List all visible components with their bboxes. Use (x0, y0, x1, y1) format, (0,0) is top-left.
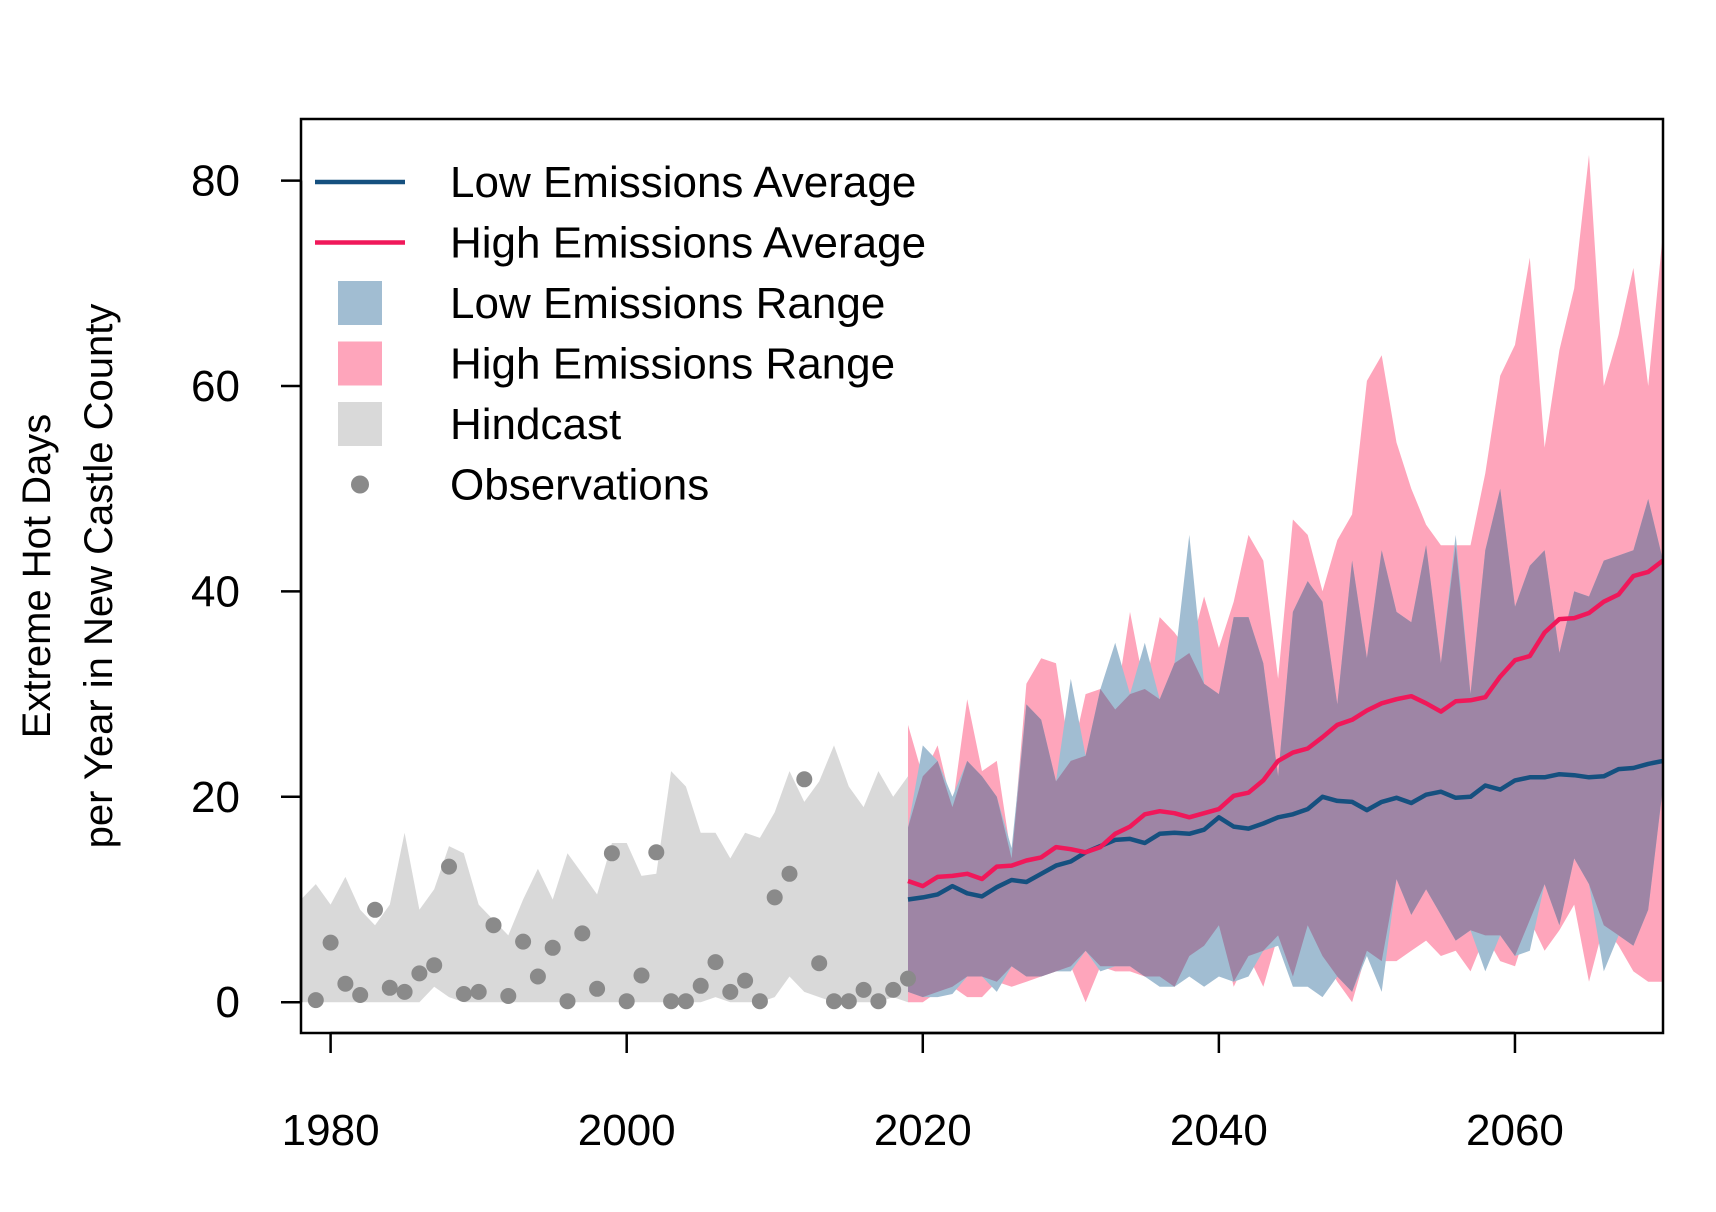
legend-key-swatch (338, 281, 382, 325)
observation-point (441, 858, 457, 875)
legend-key-swatch (338, 341, 382, 386)
legend-label: Low Emissions Range (450, 279, 885, 328)
observation-point (307, 992, 324, 1009)
y-tick-label: 0 (216, 978, 240, 1027)
observation-point (737, 972, 754, 989)
observation-point (781, 865, 798, 882)
observation-point (766, 889, 783, 906)
y-axis: 0 20 40 60 80 (191, 157, 303, 1027)
plot-areas (301, 154, 1663, 1003)
observation-point (870, 993, 887, 1010)
legend-label: High Emissions Range (450, 340, 895, 389)
average-lines (907, 558, 1663, 902)
observation-point (352, 987, 369, 1003)
observation-point (515, 933, 532, 950)
x-axis: 1980 2000 2020 2040 2060 (282, 1031, 1564, 1155)
observation-point (367, 901, 383, 918)
observation-point (381, 979, 398, 996)
observation-point (426, 957, 443, 974)
observation-point (796, 771, 813, 788)
observation-points (307, 771, 916, 1010)
observation-point (840, 993, 857, 1010)
observation-point (677, 993, 694, 1010)
legend-label: Low Emissions Average (450, 158, 916, 207)
low-emissions-average-line (907, 758, 1663, 902)
observation-point (574, 925, 591, 942)
observation-point (722, 983, 739, 1000)
hindcast-band (301, 745, 908, 1003)
observation-point (692, 977, 709, 994)
observation-point (322, 934, 339, 951)
observation-point (855, 981, 872, 998)
legend-item: Hindcast (338, 400, 621, 449)
x-tick-label: 2020 (874, 1106, 972, 1155)
observation-point (885, 981, 902, 998)
observation-point (500, 988, 517, 1004)
range-overlap-band (908, 488, 1663, 998)
observation-point (633, 967, 650, 984)
legend-label: High Emissions Average (450, 219, 926, 268)
observation-point (826, 993, 842, 1010)
observation-point (470, 983, 487, 1000)
observation-point (337, 975, 354, 992)
legend: Low Emissions Average High Emissions Aver… (315, 158, 926, 510)
observation-point (707, 954, 724, 971)
observation-point (411, 965, 428, 982)
observation-point (455, 986, 472, 1002)
legend-item: Low Emissions Average (315, 158, 916, 207)
observation-point (544, 939, 561, 956)
observation-point (663, 993, 680, 1010)
observation-point (485, 917, 502, 934)
legend-item: High Emissions Range (338, 340, 895, 389)
x-tick-label: 2000 (578, 1106, 676, 1155)
legend-item: High Emissions Average (315, 219, 926, 268)
y-tick-label: 40 (191, 567, 240, 616)
observation-point (751, 993, 768, 1010)
observation-point (811, 955, 828, 972)
x-tick-label: 1980 (282, 1106, 380, 1155)
y-tick-label: 80 (191, 157, 240, 206)
legend-item: Low Emissions Range (338, 279, 885, 328)
observation-point (900, 970, 916, 987)
legend-item: Observations (351, 461, 709, 510)
observation-point (559, 993, 576, 1010)
observation-point (529, 968, 546, 985)
observation-point (603, 845, 620, 862)
observation-point (648, 844, 665, 861)
x-tick-label: 2040 (1170, 1106, 1268, 1155)
y-axis-title-line1: Extreme Hot Days (15, 414, 59, 739)
observation-point (396, 983, 413, 1000)
legend-label: Observations (450, 461, 709, 510)
observation-point (589, 980, 606, 997)
legend-label: Hindcast (450, 400, 621, 449)
legend-key-point (351, 475, 369, 494)
y-axis-title-line2: per Year in New Castle County (77, 304, 121, 849)
y-tick-label: 20 (191, 773, 240, 822)
legend-key-swatch (338, 402, 382, 446)
y-tick-label: 60 (191, 362, 240, 411)
high-emissions-average-line (907, 558, 1663, 889)
x-tick-label: 2060 (1466, 1106, 1564, 1155)
observation-point (618, 993, 635, 1010)
